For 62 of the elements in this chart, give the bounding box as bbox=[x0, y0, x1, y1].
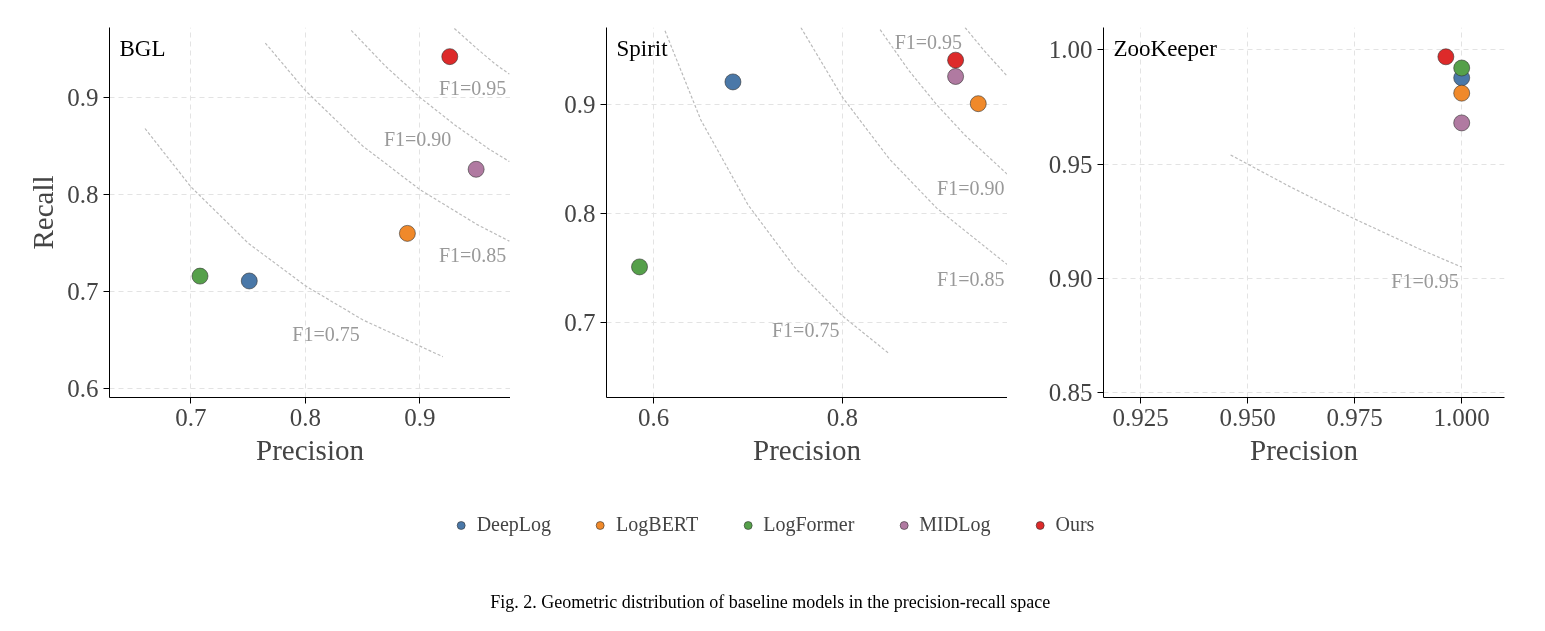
line-series bbox=[350, 29, 510, 163]
annotation: F1=0.90 bbox=[937, 177, 1005, 200]
point bbox=[1453, 114, 1470, 132]
point bbox=[947, 68, 964, 85]
line-series bbox=[800, 27, 1007, 266]
x-tick-label: 0.8 bbox=[826, 403, 859, 431]
line-series bbox=[453, 27, 510, 75]
point bbox=[1437, 48, 1455, 66]
point bbox=[1453, 84, 1470, 102]
point bbox=[441, 48, 459, 65]
legend-label: MIDLog bbox=[919, 513, 991, 536]
y-tick-label: 0.7 bbox=[67, 278, 99, 306]
y-tick-label: 0.9 bbox=[564, 91, 596, 119]
annotation: F1=0.75 bbox=[771, 318, 840, 341]
point bbox=[724, 73, 742, 91]
x-axis-title: Precision bbox=[256, 433, 365, 466]
caption: Fig. 2. Geometric distribution of baseline models in the precision-recall space bbox=[490, 592, 1051, 613]
x-tick-label: 0.950 bbox=[1219, 403, 1276, 431]
x-axis-title: Precision bbox=[1250, 433, 1359, 466]
y-tick-label: 0.9 bbox=[67, 83, 99, 111]
x-tick-label: 0.7 bbox=[175, 403, 207, 431]
chart-title: ZooKeeper bbox=[1113, 35, 1218, 61]
x-tick-label: 1.000 bbox=[1433, 403, 1490, 431]
y-tick-label: 0.85 bbox=[1048, 379, 1093, 407]
line-series bbox=[1230, 154, 1463, 268]
x-tick-label: 0.6 bbox=[638, 403, 670, 431]
y-tick-label: 0.95 bbox=[1048, 150, 1093, 178]
chart-title: BGL bbox=[119, 35, 166, 61]
y-tick-label: 0.90 bbox=[1048, 265, 1093, 293]
x-axis-title: Precision bbox=[753, 433, 862, 466]
y-tick-label: 0.6 bbox=[67, 375, 99, 403]
annotation: F1=0.95 bbox=[1391, 270, 1459, 293]
annotation: F1=0.90 bbox=[383, 127, 452, 150]
annotation: F1=0.75 bbox=[292, 322, 360, 345]
point bbox=[240, 272, 258, 290]
annotation: F1=0.95 bbox=[894, 30, 963, 53]
y-tick-label: 0.7 bbox=[564, 308, 596, 336]
point bbox=[1453, 59, 1470, 77]
point bbox=[467, 161, 485, 178]
annotation: F1=0.85 bbox=[937, 267, 1005, 290]
y-tick-label: 0.8 bbox=[564, 200, 596, 228]
point bbox=[969, 95, 987, 112]
x-tick-label: 0.9 bbox=[404, 403, 436, 431]
y-axis-title: Recall bbox=[27, 175, 60, 250]
point bbox=[947, 51, 964, 69]
legend-label: DeepLog bbox=[476, 513, 552, 536]
point bbox=[191, 267, 209, 285]
legend-label: Ours bbox=[1055, 513, 1095, 536]
y-tick-label: 0.8 bbox=[67, 181, 99, 209]
x-tick-label: 0.8 bbox=[289, 403, 322, 431]
line-series bbox=[264, 42, 510, 242]
x-tick-label: 0.925 bbox=[1112, 403, 1169, 431]
chart-title: Spirit bbox=[616, 35, 669, 61]
line-series bbox=[879, 29, 1007, 176]
legend-label: LogFormer bbox=[763, 513, 855, 536]
annotation: F1=0.85 bbox=[438, 244, 507, 267]
y-tick-label: 1.00 bbox=[1048, 36, 1093, 64]
point bbox=[631, 258, 648, 276]
annotation: F1=0.95 bbox=[438, 77, 507, 100]
point bbox=[399, 225, 416, 242]
x-tick-label: 0.975 bbox=[1326, 403, 1383, 431]
legend-label: LogBERT bbox=[616, 513, 699, 536]
